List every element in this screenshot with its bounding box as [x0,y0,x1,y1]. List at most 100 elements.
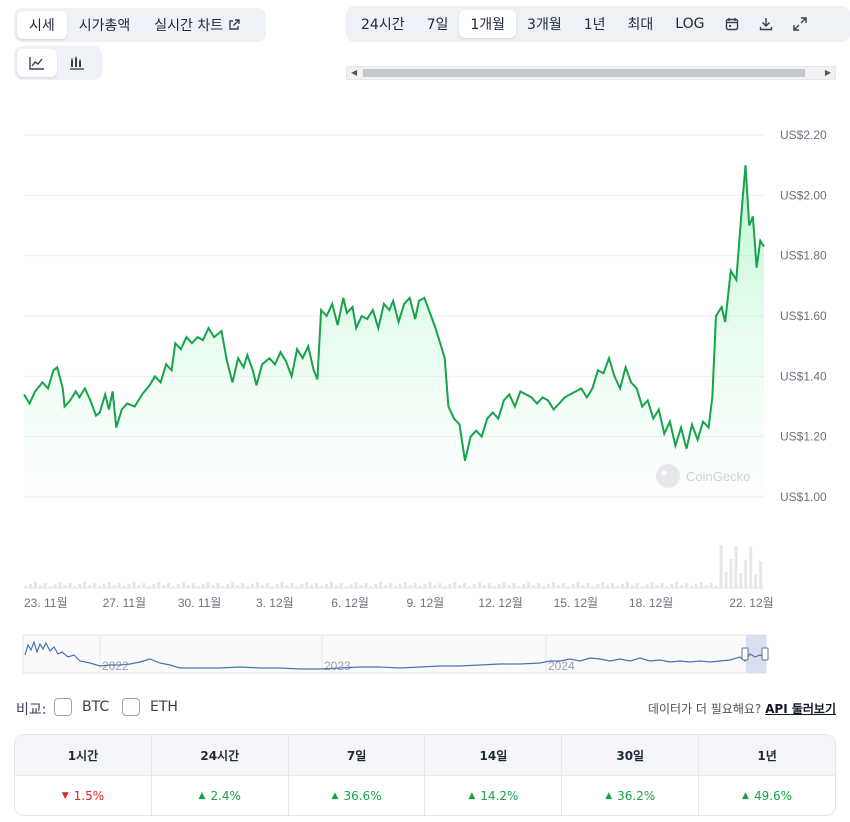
volume-bar [305,582,309,588]
api-link[interactable]: API 둘러보기 [765,702,836,716]
volume-bar [255,582,259,588]
volume-bar [507,585,511,588]
volume-bar [734,546,738,588]
y-tick-label: US$1.20 [780,430,827,444]
line-chart-icon[interactable] [17,49,57,77]
x-tick-label: 30. 11월 [178,596,222,610]
volume-bar [364,583,368,588]
value-7d: ▲ 36.6% [289,776,426,815]
range-max[interactable]: 최대 [627,17,654,33]
volume-bar [724,572,728,588]
volume-bar [38,585,42,588]
volume-bar [527,582,531,588]
volume-bar [680,585,684,588]
btc-checkbox[interactable] [54,698,72,716]
volume-bar [635,583,639,588]
volume-bar [650,582,654,588]
navigator-chart[interactable]: 2022 2023 2024 [0,630,850,678]
range-3m[interactable]: 3개월 [527,17,562,33]
volume-bar [487,583,491,588]
up-triangle-icon: ▲ [468,791,476,801]
range-24h[interactable]: 24시간 [361,17,405,33]
range-scrollbar[interactable]: ◀ ▶ [346,66,836,80]
navigator-right-handle[interactable] [761,647,769,661]
value-1y: ▲ 49.6% [699,776,835,815]
header-24h: 24시간 [152,735,289,775]
range-7d[interactable]: 7일 [426,17,449,33]
volume-bar [719,545,723,588]
volume-bar [408,585,412,588]
range-1m[interactable]: 1개월 [459,10,517,38]
volume-bar [532,585,536,588]
tab-market-cap[interactable]: 시가총액 [78,18,131,34]
volume-bar [512,583,516,588]
volume-bar [206,582,210,588]
volume-bar [458,585,462,588]
download-icon[interactable] [749,10,783,38]
btc-label: BTC [82,699,110,715]
scrollbar-thumb[interactable] [363,69,805,77]
volume-bar [315,583,319,588]
candlestick-icon[interactable] [57,49,97,77]
tab-live-chart-label: 실시간 차트 [154,18,224,34]
value-1h: ▼ 1.5% [15,776,152,815]
eth-label: ETH [150,699,178,715]
volume-bar [546,584,550,588]
compare-btc[interactable]: BTC [54,698,109,716]
volume-bar [670,584,674,588]
volume-bar [739,573,743,588]
volume-bar [172,586,175,588]
calendar-icon[interactable] [715,10,749,38]
log-scale-toggle[interactable]: LOG [675,16,705,32]
value-7d-text: 36.6% [343,789,382,803]
volume-bar [586,583,590,588]
tab-live-chart[interactable]: 실시간 차트 [142,11,252,39]
up-triangle-icon: ▲ [742,791,749,801]
volume-bar [117,583,121,588]
performance-table: 1시간 24시간 7일 14일 30일 1년 ▼ 1.5% ▲ 2.4% ▲ 36.6… [14,734,836,816]
tab-price[interactable]: 시세 [17,11,67,39]
volume-bar [162,585,166,588]
range-1y[interactable]: 1년 [583,17,606,33]
volume-bar [107,582,111,588]
volume-bar [231,582,235,588]
volume-bar [709,583,713,588]
volume-bar [349,584,353,588]
eth-checkbox[interactable] [122,698,140,716]
volume-bar [191,583,195,588]
volume-bar [754,574,758,588]
volume-bar [596,584,600,588]
navigator-selection[interactable] [746,635,766,673]
volume-bar [542,586,545,588]
volume-bar [339,583,343,588]
volume-bar [310,585,314,588]
price-chart[interactable]: US$2.20 US$2.00 US$1.80 US$1.60 US$1.40 US$1.… [0,120,850,615]
volume-bar [423,584,427,588]
volume-bar [142,583,146,588]
compare-eth[interactable]: ETH [122,698,178,716]
more-data-text: 데이터가 더 필요해요? [647,702,762,716]
volume-bar [211,585,215,588]
volume-bar [147,586,151,588]
volume-bar [265,583,269,588]
volume-bar [122,586,126,588]
volume-bar [625,582,629,588]
expand-icon[interactable] [783,10,817,38]
volume-bar [379,582,383,588]
volume-bar [616,586,619,588]
volume-bar [566,586,570,588]
volume-bar [690,586,693,588]
navigator-left-handle[interactable] [741,647,749,661]
value-30d-text: 36.2% [617,789,656,803]
header-7d: 7일 [289,735,426,775]
chart-type-toggle [14,46,102,80]
scroll-left-arrow-icon[interactable]: ◀ [351,68,358,77]
volume-bar [581,585,585,588]
x-tick-label: 18. 12월 [629,596,673,610]
x-tick-label: 22. 12월 [729,596,773,610]
up-triangle-icon: ▲ [331,791,339,801]
volume-bar [685,583,689,588]
scroll-right-arrow-icon[interactable]: ▶ [824,68,831,77]
volume-bar [236,585,240,588]
volume-bar [73,586,77,588]
